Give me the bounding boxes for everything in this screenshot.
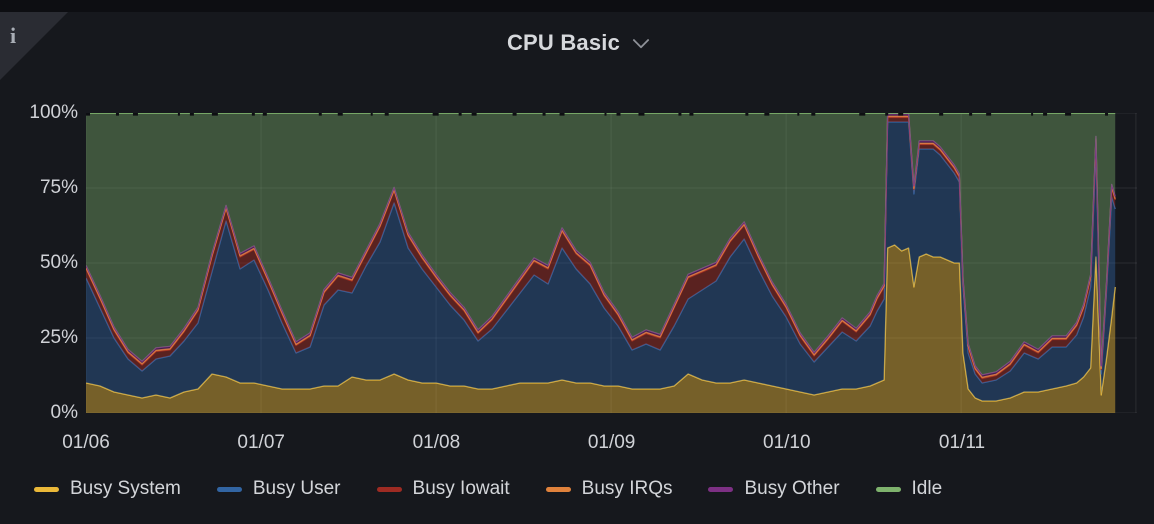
legend-swatch (545, 486, 571, 492)
legend-item-busy-user[interactable]: Busy User (216, 478, 341, 500)
x-tick-label: 01/10 (763, 432, 811, 453)
legend-item-idle[interactable]: Idle (875, 478, 943, 500)
legend-swatch (34, 486, 59, 492)
y-tick-label: 75% (39, 177, 78, 198)
legend-swatch (875, 486, 901, 492)
y-tick-label: 50% (39, 252, 78, 273)
legend-item-busy-other[interactable]: Busy Other (708, 478, 840, 500)
page-background-strip (0, 0, 1154, 12)
y-tick-label: 100% (29, 102, 78, 123)
legend: Busy System Busy User Busy Iowait Busy IRQs… (0, 478, 1154, 500)
cpu-stacked-area-chart[interactable] (86, 113, 1137, 413)
legend-label: Busy User (252, 478, 341, 499)
x-tick-label: 01/06 (62, 432, 110, 453)
legend-item-busy-system[interactable]: Busy System (34, 478, 181, 500)
x-tick-label: 01/09 (587, 432, 636, 453)
legend-swatch (376, 486, 402, 492)
cpu-basic-panel: i CPU Basic 0% 25% 50% 75% 100% 01/06 01/07 01… (0, 12, 1154, 524)
x-tick-label: 01/08 (412, 432, 461, 453)
legend-label: Busy Other (744, 478, 840, 499)
plot-area (86, 113, 1137, 413)
panel-header: CPU Basic (0, 30, 1154, 56)
panel-menu[interactable]: CPU Basic (506, 30, 650, 56)
x-tick-label: 01/11 (938, 432, 986, 453)
y-tick-label: 25% (39, 327, 78, 348)
legend-label: Idle (911, 478, 943, 499)
chevron-down-icon[interactable] (632, 31, 650, 49)
legend-label: Busy IRQs (581, 478, 673, 499)
legend-item-busy-iowait[interactable]: Busy Iowait (376, 478, 510, 500)
x-tick-label: 01/07 (237, 432, 285, 453)
y-tick-label: 0% (50, 402, 78, 423)
legend-label: Busy Iowait (412, 478, 510, 499)
panel-title: CPU Basic (506, 30, 621, 55)
info-icon: i (10, 23, 17, 48)
legend-swatch (708, 486, 734, 492)
panel-info-corner[interactable] (0, 12, 68, 80)
legend-label: Busy System (70, 478, 181, 499)
legend-swatch (216, 486, 242, 492)
legend-item-busy-irqs[interactable]: Busy IRQs (545, 478, 673, 500)
